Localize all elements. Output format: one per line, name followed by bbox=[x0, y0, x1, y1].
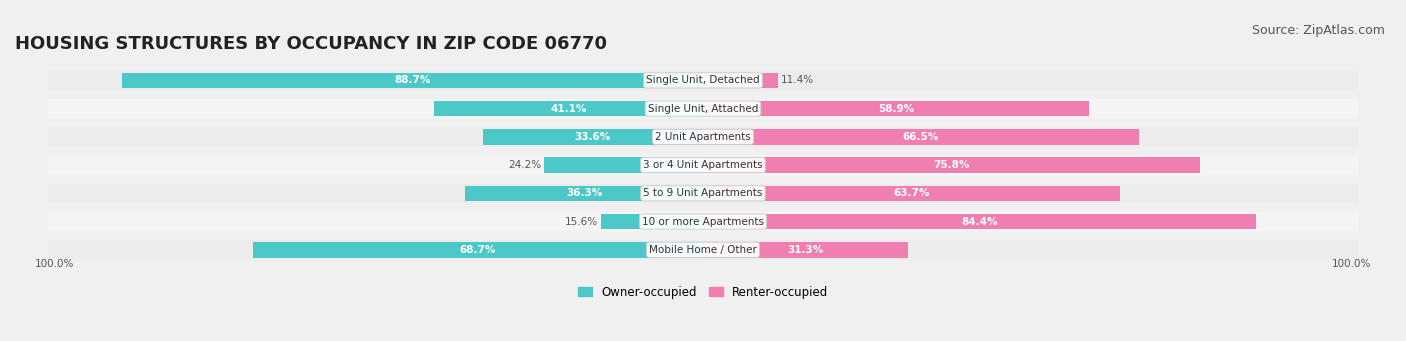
Bar bbox=[703, 157, 1199, 173]
Text: Mobile Home / Other: Mobile Home / Other bbox=[650, 245, 756, 255]
FancyBboxPatch shape bbox=[48, 240, 1358, 260]
Text: Single Unit, Attached: Single Unit, Attached bbox=[648, 104, 758, 114]
FancyBboxPatch shape bbox=[48, 212, 1358, 231]
Bar bbox=[433, 101, 703, 116]
Text: 31.3%: 31.3% bbox=[787, 245, 824, 255]
Text: 15.6%: 15.6% bbox=[564, 217, 598, 226]
Bar bbox=[703, 186, 1121, 201]
Bar bbox=[544, 157, 703, 173]
FancyBboxPatch shape bbox=[48, 99, 1358, 118]
Bar bbox=[703, 242, 908, 257]
Text: 2 Unit Apartments: 2 Unit Apartments bbox=[655, 132, 751, 142]
Text: 88.7%: 88.7% bbox=[394, 75, 430, 85]
Bar bbox=[703, 214, 1256, 229]
FancyBboxPatch shape bbox=[48, 183, 1358, 203]
Text: 10 or more Apartments: 10 or more Apartments bbox=[643, 217, 763, 226]
Text: 33.6%: 33.6% bbox=[575, 132, 612, 142]
Text: HOUSING STRUCTURES BY OCCUPANCY IN ZIP CODE 06770: HOUSING STRUCTURES BY OCCUPANCY IN ZIP C… bbox=[15, 34, 607, 53]
Bar bbox=[253, 242, 703, 257]
Text: Single Unit, Detached: Single Unit, Detached bbox=[647, 75, 759, 85]
Bar bbox=[482, 129, 703, 145]
Text: 84.4%: 84.4% bbox=[962, 217, 998, 226]
Bar bbox=[703, 73, 778, 88]
Bar bbox=[703, 101, 1088, 116]
Text: 66.5%: 66.5% bbox=[903, 132, 939, 142]
Text: 41.1%: 41.1% bbox=[550, 104, 586, 114]
Bar bbox=[703, 129, 1139, 145]
FancyBboxPatch shape bbox=[48, 71, 1358, 90]
FancyBboxPatch shape bbox=[48, 127, 1358, 147]
Bar bbox=[465, 186, 703, 201]
Text: 68.7%: 68.7% bbox=[460, 245, 496, 255]
Bar bbox=[600, 214, 703, 229]
Text: 5 to 9 Unit Apartments: 5 to 9 Unit Apartments bbox=[644, 188, 762, 198]
Text: 100.0%: 100.0% bbox=[1331, 259, 1371, 269]
Text: 63.7%: 63.7% bbox=[893, 188, 929, 198]
Text: 24.2%: 24.2% bbox=[508, 160, 541, 170]
Text: 100.0%: 100.0% bbox=[35, 259, 75, 269]
FancyBboxPatch shape bbox=[48, 155, 1358, 175]
Bar bbox=[122, 73, 703, 88]
Text: 75.8%: 75.8% bbox=[934, 160, 970, 170]
Text: Source: ZipAtlas.com: Source: ZipAtlas.com bbox=[1251, 24, 1385, 37]
Text: 36.3%: 36.3% bbox=[567, 188, 602, 198]
Text: 11.4%: 11.4% bbox=[780, 75, 814, 85]
Text: 3 or 4 Unit Apartments: 3 or 4 Unit Apartments bbox=[643, 160, 763, 170]
Legend: Owner-occupied, Renter-occupied: Owner-occupied, Renter-occupied bbox=[572, 281, 834, 303]
Text: 58.9%: 58.9% bbox=[877, 104, 914, 114]
